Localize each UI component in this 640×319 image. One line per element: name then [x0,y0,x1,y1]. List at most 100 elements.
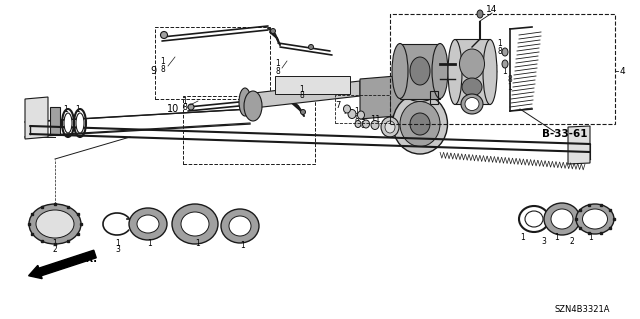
Ellipse shape [271,28,275,33]
Ellipse shape [308,44,314,49]
Ellipse shape [432,43,448,99]
Text: 1: 1 [589,233,593,241]
Text: 1: 1 [502,66,508,76]
Text: 1: 1 [116,239,120,248]
Text: 1: 1 [360,114,365,122]
Ellipse shape [502,48,508,56]
Text: 12: 12 [413,86,423,95]
Ellipse shape [229,216,251,236]
Text: 2: 2 [52,246,58,255]
Bar [183,96,315,164]
Bar [455,39,490,104]
Text: 1: 1 [555,233,559,241]
Text: 1: 1 [52,239,58,248]
Ellipse shape [344,105,351,113]
Text: 12: 12 [423,85,433,94]
Text: 9: 9 [150,66,156,76]
Ellipse shape [355,121,361,128]
Ellipse shape [461,94,483,114]
Ellipse shape [362,120,369,128]
Bar [390,14,615,124]
Ellipse shape [483,40,497,105]
Ellipse shape [244,91,262,121]
Text: 1: 1 [300,85,305,93]
Ellipse shape [137,215,159,233]
Ellipse shape [525,211,543,227]
Ellipse shape [172,204,218,244]
Text: 1: 1 [508,83,513,92]
Text: 1: 1 [241,241,245,249]
Text: 1: 1 [498,40,502,48]
Polygon shape [568,126,590,164]
Text: 14: 14 [486,4,498,13]
Text: 8: 8 [508,75,513,84]
Ellipse shape [551,209,573,229]
Ellipse shape [410,113,430,135]
Ellipse shape [29,204,81,244]
Polygon shape [25,97,48,139]
Ellipse shape [544,203,580,235]
Text: 8: 8 [355,115,360,123]
Ellipse shape [161,32,168,39]
Ellipse shape [477,10,483,18]
Ellipse shape [502,60,508,68]
Text: 1: 1 [355,108,360,116]
Text: 8: 8 [498,48,502,56]
Ellipse shape [462,78,482,96]
Ellipse shape [358,111,365,119]
Bar [400,44,440,99]
Ellipse shape [181,212,209,236]
Text: 7: 7 [342,108,348,116]
Ellipse shape [406,86,434,101]
Ellipse shape [188,104,194,110]
Text: 4: 4 [619,66,625,76]
Text: 1: 1 [161,57,165,66]
Text: B-33-61: B-33-61 [542,129,588,139]
Text: 1: 1 [182,97,188,106]
Bar [155,27,270,99]
Text: 11: 11 [370,115,380,123]
Ellipse shape [76,113,84,133]
Text: 8: 8 [182,103,188,113]
Text: 1: 1 [493,60,497,69]
Ellipse shape [582,209,607,229]
Ellipse shape [129,208,167,240]
Ellipse shape [221,209,259,243]
Ellipse shape [460,49,484,79]
Polygon shape [245,81,360,109]
Text: 10: 10 [167,104,179,114]
Ellipse shape [64,113,72,133]
Ellipse shape [36,210,74,238]
Text: 5: 5 [493,68,497,77]
Text: 1: 1 [424,78,429,86]
Ellipse shape [385,121,395,133]
Ellipse shape [392,43,408,99]
Text: 8: 8 [276,66,280,76]
Ellipse shape [400,101,440,146]
FancyArrow shape [29,250,96,279]
Text: SZN4B3321A: SZN4B3321A [554,305,610,314]
Text: 1: 1 [148,239,152,248]
Ellipse shape [301,109,305,115]
Text: 13: 13 [395,86,405,95]
Ellipse shape [381,117,399,137]
Text: 1: 1 [520,233,525,241]
Ellipse shape [392,94,447,154]
Text: 3: 3 [541,238,547,247]
Text: 1: 1 [276,60,280,69]
Text: 6: 6 [467,105,473,114]
Ellipse shape [348,109,356,118]
Bar [335,95,390,123]
Bar [275,76,350,94]
Text: 8: 8 [300,92,305,100]
Text: 3: 3 [116,246,120,255]
Text: 7: 7 [335,101,340,110]
Bar [50,107,60,135]
Text: 1: 1 [76,105,81,114]
Ellipse shape [239,88,251,116]
Ellipse shape [448,40,462,105]
Text: 1: 1 [63,105,68,114]
Ellipse shape [371,121,379,130]
Text: 1: 1 [196,239,200,248]
Ellipse shape [410,57,430,85]
